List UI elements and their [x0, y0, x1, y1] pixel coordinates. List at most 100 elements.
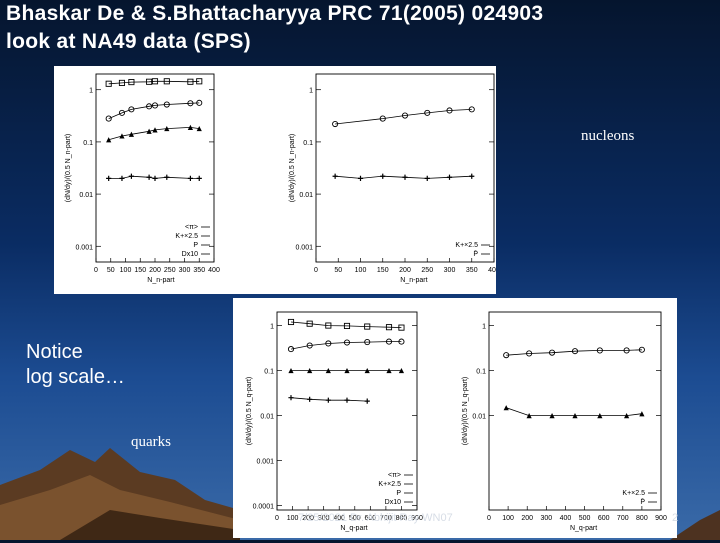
mountain-background	[0, 448, 720, 540]
x-tick-label: 200	[399, 267, 411, 274]
y-tick-label: 0.001	[295, 244, 313, 251]
data-point-star	[344, 397, 350, 403]
y-tick-label: 0.1	[476, 369, 486, 376]
x-tick-label: 300	[444, 267, 456, 274]
data-point-circle	[503, 352, 510, 359]
data-point-star	[307, 396, 313, 402]
legend-entry: K+×2.5	[378, 481, 401, 488]
data-point-triangle	[624, 412, 630, 419]
x-tick-label: 300	[179, 267, 191, 274]
data-point-circle	[571, 348, 579, 355]
y-tick-label: 0.001	[75, 244, 93, 251]
y-axis-label: (dN/dy)/(0.5 N_n-part)	[289, 134, 296, 202]
x-tick-label: 700	[617, 515, 629, 522]
x-tick-label: 300	[318, 515, 330, 522]
x-tick-label: 900	[411, 515, 423, 522]
data-point-star	[128, 173, 134, 179]
data-point-square	[187, 78, 194, 85]
data-point-triangle	[364, 367, 370, 374]
data-point-triangle	[119, 133, 125, 139]
x-tick-label: 400	[560, 515, 572, 522]
x-tick-label: 250	[421, 267, 433, 274]
data-point-star	[164, 174, 170, 180]
series-line	[108, 126, 200, 141]
y-tick-label: 1	[270, 324, 274, 331]
x-tick-label: 400	[333, 515, 345, 522]
x-tick-label: 200	[302, 515, 314, 522]
data-point-triangle	[307, 367, 313, 374]
series-line	[108, 102, 200, 119]
x-tick-label: 100	[502, 515, 514, 522]
x-tick-label: 400	[488, 267, 496, 274]
x-tick-label: 150	[134, 267, 146, 274]
x-tick-label: 200	[149, 267, 161, 274]
x-tick-label: 0	[275, 515, 279, 522]
quark-plots: 0 100 200 300 400 500 600 700 800 90010.10.010.00…	[246, 311, 667, 532]
data-point-triangle	[344, 367, 350, 374]
x-tick-label: 350	[193, 267, 205, 274]
data-point-square	[343, 322, 351, 329]
y-tick-label: 0.1	[83, 140, 93, 147]
data-point-circle	[128, 106, 135, 113]
y-axis-label: (dN/dy)/(0.5 N_q-part)	[462, 377, 469, 445]
data-point-star	[325, 397, 331, 403]
slide-title-line1: Bhaskar De & S.Bhattacharyya PRC 71(2005…	[6, 2, 544, 25]
data-point-circle	[196, 99, 203, 106]
x-tick-label: 800	[396, 515, 408, 522]
data-point-star	[332, 173, 338, 179]
series-line	[108, 80, 200, 85]
x-tick-label: 600	[598, 515, 610, 522]
legend-entry: K+×2.5	[455, 242, 478, 249]
plot-frame	[315, 73, 495, 263]
legend-entry: P	[396, 490, 401, 497]
data-point-star	[196, 175, 202, 181]
data-point-circle	[549, 349, 556, 356]
data-point-circle	[364, 339, 371, 346]
plot-frame	[276, 311, 418, 511]
x-tick-label: 100	[120, 267, 132, 274]
x-tick-label: 100	[287, 515, 299, 522]
plot-frame	[488, 311, 662, 511]
data-point-circle	[424, 109, 431, 116]
notice-line1: Notice	[26, 341, 83, 363]
data-point-circle	[398, 338, 405, 345]
data-point-triangle	[572, 412, 578, 419]
data-point-circle	[151, 102, 159, 109]
data-point-circle	[623, 347, 630, 354]
y-tick-label: 0.0001	[253, 504, 275, 511]
x-tick-label: 0	[94, 267, 98, 274]
data-point-circle	[287, 346, 295, 353]
data-point-circle	[118, 109, 126, 116]
data-point-square	[128, 79, 135, 86]
x-tick-label: 150	[377, 267, 389, 274]
legend-entry: <π>	[185, 224, 198, 231]
data-point-triangle	[106, 137, 112, 143]
notice-label: Notice log scale…	[26, 340, 125, 390]
x-tick-label: 600	[364, 515, 376, 522]
quarks-label: quarks	[131, 434, 171, 450]
y-tick-label: 1	[309, 88, 313, 95]
data-point-circle	[638, 346, 645, 353]
x-tick-label: 200	[521, 515, 533, 522]
data-point-square	[398, 324, 405, 331]
data-point-square	[118, 79, 126, 86]
series-line	[290, 341, 402, 350]
chart-nucleon-left: 0 50 100 150 200 250 300 350 400 1 0.1 0.01 0.001 N_n…	[65, 73, 220, 284]
data-point-circle	[596, 347, 603, 354]
data-point-triangle	[146, 128, 152, 134]
legend-entry: Dx10	[385, 499, 401, 506]
series-line	[290, 321, 402, 328]
data-point-square	[105, 80, 112, 87]
y-axis-label: (dN/dy)/(0.5 N_q-part)	[246, 377, 253, 445]
legend-entry: P̄	[473, 250, 478, 258]
notice-line2: log scale…	[26, 366, 125, 388]
data-point-circle	[526, 350, 533, 357]
slide-title-line2: look at NA49 data (SPS)	[6, 30, 251, 53]
data-point-square	[385, 324, 393, 331]
legend-entry: Dx10	[182, 251, 198, 258]
data-point-star	[119, 175, 125, 181]
x-tick-label: 250	[164, 267, 176, 274]
data-point-star	[364, 398, 370, 404]
y-tick-label: 0.01	[79, 192, 93, 199]
data-point-circle	[343, 339, 351, 346]
